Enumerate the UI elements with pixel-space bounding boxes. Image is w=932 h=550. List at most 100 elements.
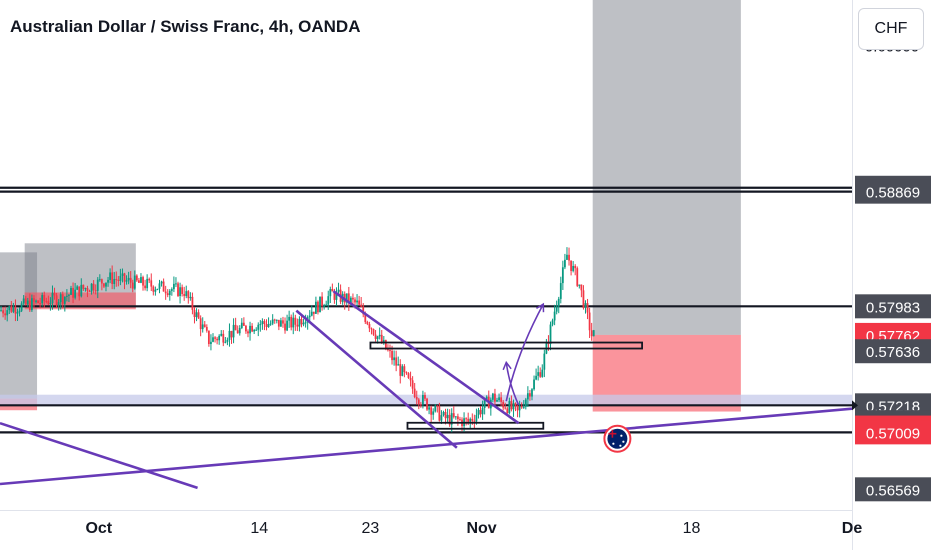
candle-134 xyxy=(275,319,278,324)
candle-181 xyxy=(372,328,375,336)
candle-body xyxy=(465,418,468,420)
candle-169 xyxy=(347,286,350,311)
candle-6 xyxy=(12,302,15,314)
chart-title: Australian Dollar / Swiss Franc, 4h, OAN… xyxy=(10,17,361,36)
candle-body xyxy=(117,279,120,281)
candle-76 xyxy=(156,288,159,291)
candle-152 xyxy=(312,311,315,320)
candle-150 xyxy=(308,310,311,323)
candle-117 xyxy=(240,318,243,330)
gray-zone-4 xyxy=(592,0,741,335)
price-label-0-56569: 0.56569 xyxy=(855,477,931,502)
candle-7 xyxy=(14,299,17,322)
flag-star-3 xyxy=(619,444,622,447)
candle-270 xyxy=(555,300,558,315)
candle-body xyxy=(520,406,523,408)
candle-body xyxy=(535,375,538,380)
candle-81 xyxy=(166,289,169,298)
candle-body xyxy=(317,301,319,313)
candle-146 xyxy=(300,315,303,328)
candle-110 xyxy=(226,337,229,346)
candle-body xyxy=(378,334,381,337)
candle-27 xyxy=(55,292,58,309)
candle-12 xyxy=(24,295,27,306)
candle-178 xyxy=(366,320,369,326)
candle-184 xyxy=(378,327,381,340)
candle-49 xyxy=(100,278,103,291)
candle-body xyxy=(10,306,13,312)
candle-body xyxy=(51,292,54,304)
candle-body xyxy=(33,298,35,302)
candle-body xyxy=(275,319,278,321)
candle-286 xyxy=(588,307,591,338)
candle-body xyxy=(26,300,29,305)
candle-body xyxy=(335,291,338,300)
candle-body xyxy=(138,280,140,283)
candle-238 xyxy=(489,397,492,416)
price-label-0-58869: 0.58869 xyxy=(855,179,931,204)
candle-body xyxy=(502,401,505,408)
candle-70 xyxy=(144,279,146,291)
candle-body xyxy=(362,306,365,315)
candle-body xyxy=(82,284,85,289)
candle-128 xyxy=(263,319,266,331)
candle-body xyxy=(41,295,44,304)
price-label-0-57983: 0.57983 xyxy=(855,294,931,319)
candle-body xyxy=(444,412,447,419)
candle-body xyxy=(28,300,31,311)
candle-body xyxy=(516,405,519,411)
candle-273 xyxy=(561,260,564,290)
candle-body xyxy=(2,310,4,314)
candle-body xyxy=(372,329,375,335)
candle-209 xyxy=(430,405,433,423)
candle-body xyxy=(107,279,109,283)
candle-240 xyxy=(494,388,496,406)
candle-body xyxy=(175,283,177,285)
candle-112 xyxy=(230,330,233,344)
candle-body xyxy=(80,284,83,297)
plot-area xyxy=(0,0,852,490)
candle-92 xyxy=(189,292,192,301)
candle-body xyxy=(247,331,249,334)
candle-260 xyxy=(535,368,538,381)
candle-body xyxy=(393,357,396,361)
candle-244 xyxy=(502,399,505,411)
candle-body xyxy=(323,305,326,307)
candle-body xyxy=(185,291,188,297)
key-level-1 xyxy=(406,421,545,430)
currency-button[interactable]: CHF xyxy=(858,8,924,50)
candle-108 xyxy=(222,330,225,347)
candle-body xyxy=(284,323,286,331)
candle-248 xyxy=(510,395,513,412)
candle-body xyxy=(228,330,231,340)
candle-body xyxy=(214,337,216,339)
candle-107 xyxy=(220,330,223,337)
candle-body xyxy=(467,418,470,422)
candle-50 xyxy=(103,282,105,289)
time-tick-nov: Nov xyxy=(466,520,496,537)
candle-59 xyxy=(121,268,124,283)
candle-body xyxy=(506,408,509,414)
candle-249 xyxy=(512,399,515,417)
candle-153 xyxy=(314,296,317,314)
candle-body xyxy=(0,310,2,312)
candle-body xyxy=(181,287,184,295)
time-tick-de: De xyxy=(842,520,863,537)
candle-body xyxy=(522,406,525,408)
candle-body xyxy=(590,330,593,337)
key-level-0 xyxy=(369,341,643,350)
candle-body xyxy=(121,273,124,276)
candle-5 xyxy=(10,300,13,313)
candle-body xyxy=(407,373,410,378)
candle-body xyxy=(294,317,297,325)
candle-body xyxy=(179,287,181,296)
candle-body xyxy=(387,349,389,351)
candle-body xyxy=(267,324,270,328)
candle-195 xyxy=(401,364,404,377)
candle-body xyxy=(442,412,445,416)
candle-29 xyxy=(59,292,62,310)
candle-37 xyxy=(76,285,79,290)
candle-body xyxy=(127,277,130,281)
candle-279 xyxy=(574,264,577,276)
